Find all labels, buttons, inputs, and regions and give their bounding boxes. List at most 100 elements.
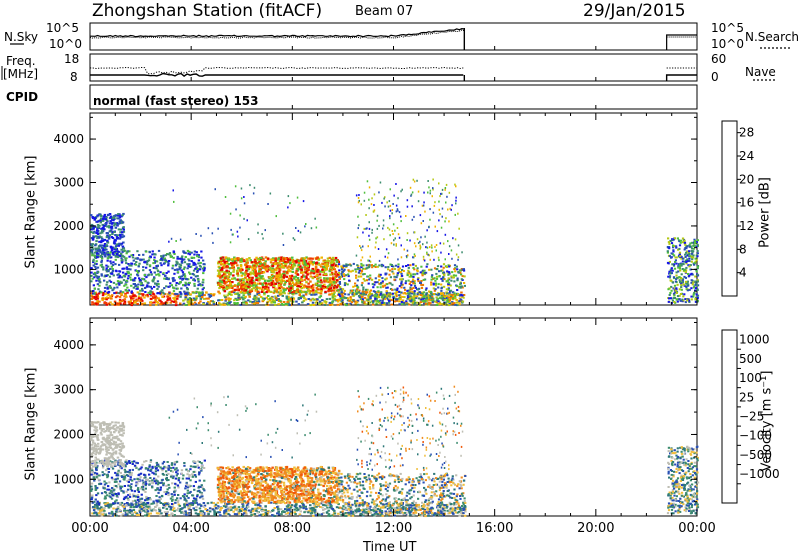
echo-cell bbox=[144, 274, 146, 276]
echo-cell bbox=[97, 288, 99, 290]
echo-cell bbox=[179, 296, 182, 298]
echo-cell bbox=[461, 269, 463, 271]
echo-cell bbox=[434, 280, 436, 282]
echo-cell bbox=[361, 270, 363, 272]
echo-cell bbox=[91, 298, 94, 300]
echo-cell bbox=[150, 271, 152, 273]
echo-cell bbox=[108, 303, 111, 305]
echo-cell bbox=[356, 194, 358, 196]
echo-cell bbox=[103, 215, 106, 217]
echo-cell bbox=[182, 271, 184, 273]
echo-cell bbox=[107, 260, 109, 262]
echo-cell bbox=[130, 254, 132, 256]
echo-cell bbox=[112, 261, 114, 263]
echo-cell bbox=[398, 300, 401, 302]
echo-cell bbox=[277, 279, 280, 281]
echo-cell bbox=[297, 197, 299, 199]
echo-cell bbox=[126, 511, 128, 513]
echo-cell bbox=[123, 279, 125, 281]
echo-cell bbox=[184, 296, 187, 298]
echo-cell bbox=[311, 258, 314, 260]
echo-cell bbox=[408, 280, 410, 282]
echo-cell bbox=[110, 262, 112, 264]
echo-cell bbox=[427, 192, 429, 194]
echo-cell bbox=[124, 301, 127, 303]
echo-cell bbox=[289, 281, 292, 283]
echo-cell bbox=[240, 265, 243, 267]
echo-cell bbox=[183, 258, 185, 260]
echo-cell bbox=[198, 259, 200, 261]
echo-cell bbox=[278, 270, 281, 272]
echo-cell bbox=[182, 273, 184, 275]
echo-cell bbox=[365, 292, 367, 294]
echo-cell bbox=[101, 257, 103, 259]
echo-cell bbox=[298, 298, 301, 300]
echo-cell bbox=[309, 504, 312, 506]
echo-cell bbox=[318, 296, 321, 298]
echo-cell bbox=[111, 236, 114, 238]
echo-cell bbox=[306, 273, 309, 275]
echo-cell bbox=[385, 256, 387, 258]
echo-cell bbox=[255, 262, 258, 264]
echo-cell bbox=[408, 293, 410, 295]
echo-cell bbox=[369, 291, 371, 293]
echo-cell bbox=[687, 273, 689, 275]
echo-cell bbox=[369, 221, 371, 223]
echo-cell bbox=[455, 238, 457, 240]
echo-cell bbox=[392, 203, 394, 205]
echo-cell bbox=[276, 267, 279, 269]
echo-cell bbox=[136, 300, 139, 302]
echo-cell bbox=[389, 200, 391, 202]
echo-cell bbox=[402, 266, 404, 268]
echo-cell bbox=[373, 211, 375, 213]
echo-cell bbox=[291, 504, 294, 506]
echo-cell bbox=[193, 257, 195, 259]
echo-cell bbox=[409, 298, 411, 300]
echo-cell bbox=[692, 283, 694, 285]
echo-cell bbox=[233, 302, 236, 304]
echo-cell bbox=[398, 291, 400, 293]
echo-cell bbox=[336, 506, 339, 508]
echo-cell bbox=[674, 297, 676, 299]
echo-cell bbox=[139, 290, 141, 292]
echo-cell bbox=[401, 275, 403, 277]
echo-cell bbox=[691, 261, 693, 263]
echo-cell bbox=[431, 247, 433, 249]
echo-cell bbox=[179, 303, 182, 305]
echo-cell bbox=[378, 191, 380, 193]
echo-cell bbox=[319, 273, 322, 275]
echo-cell bbox=[209, 302, 212, 304]
echo-cell bbox=[383, 198, 385, 200]
echo-cell bbox=[396, 298, 398, 300]
echo-cell bbox=[369, 228, 371, 230]
echo-cell bbox=[457, 213, 459, 215]
echo-cell bbox=[113, 282, 115, 284]
echo-cell bbox=[448, 220, 450, 222]
echo-cell bbox=[367, 295, 369, 297]
echo-cell bbox=[295, 506, 298, 508]
echo-cell bbox=[122, 226, 125, 228]
echo-cell bbox=[170, 256, 172, 258]
echo-cell bbox=[288, 290, 291, 292]
echo-cell bbox=[202, 272, 204, 274]
echo-cell bbox=[110, 298, 113, 300]
echo-cell bbox=[181, 279, 183, 281]
echo-cell bbox=[137, 258, 139, 260]
echo-cell bbox=[456, 302, 459, 304]
echo-cell bbox=[145, 251, 147, 253]
echo-cell bbox=[116, 274, 118, 276]
echo-cell bbox=[685, 271, 687, 273]
echo-cell bbox=[426, 263, 428, 265]
echo-cell bbox=[133, 260, 135, 262]
echo-cell bbox=[668, 243, 670, 245]
echo-cell bbox=[418, 504, 421, 506]
echo-cell bbox=[106, 284, 108, 286]
echo-cell bbox=[305, 223, 307, 225]
echo-cell bbox=[674, 268, 676, 270]
echo-cell bbox=[97, 271, 99, 273]
echo-cell bbox=[412, 191, 414, 193]
echo-cell bbox=[288, 195, 290, 197]
echo-cell bbox=[231, 258, 234, 260]
echo-cell bbox=[697, 244, 699, 246]
echo-cell bbox=[308, 298, 311, 300]
